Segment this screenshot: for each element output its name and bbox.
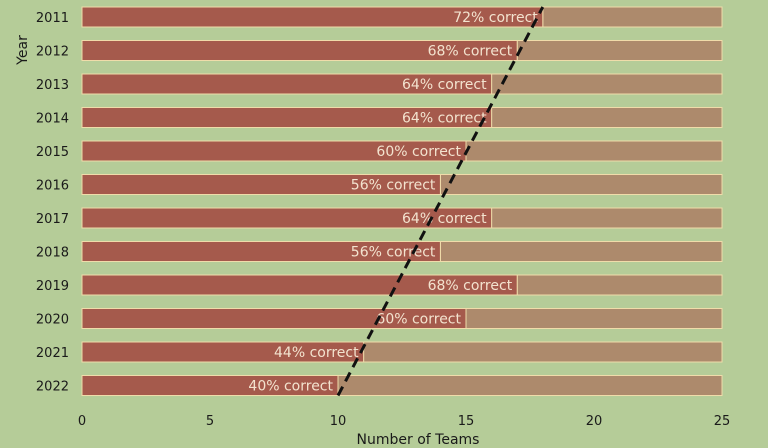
bar-correct-2022 — [81, 375, 339, 396]
bar-correct-2014 — [81, 107, 493, 128]
y-tick-2022: 2022 — [36, 380, 69, 395]
bar-label-2011: 72% correct — [453, 10, 538, 26]
y-tick-2017: 2017 — [36, 212, 69, 227]
bar-remainder-2021 — [363, 341, 723, 363]
bar-remainder-2020 — [465, 308, 723, 329]
y-tick-2020: 2020 — [36, 313, 69, 328]
bar-label-2020: 60% correct — [376, 312, 461, 328]
x-tick-5: 5 — [206, 414, 214, 429]
bar-remainder-2012 — [516, 40, 723, 61]
bar-remainder-2017 — [491, 207, 723, 229]
bar-label-2015: 60% correct — [376, 144, 461, 160]
y-tick-2014: 2014 — [36, 112, 69, 127]
x-tick-0: 0 — [78, 414, 86, 429]
trend-line — [336, 6, 545, 397]
y-tick-2013: 2013 — [36, 78, 69, 93]
y-tick-2019: 2019 — [36, 279, 69, 294]
x-tick-20: 20 — [586, 414, 603, 429]
bar-remainder-2022 — [337, 375, 723, 396]
bar-correct-2013 — [81, 73, 493, 95]
y-axis-title: Year — [15, 35, 31, 66]
bar-correct-2020 — [81, 308, 467, 329]
x-tick-labels: 0 5 10 15 20 25 — [78, 414, 730, 429]
bar-remainder-2018 — [439, 241, 723, 262]
bar-correct-2018 — [81, 241, 441, 262]
bar-label-2022: 40% correct — [248, 379, 333, 395]
bar-remainder-2013 — [491, 73, 723, 95]
bar-label-2016: 56% correct — [351, 178, 436, 194]
bar-remainder-2011 — [542, 6, 723, 28]
bar-label-2012: 68% correct — [428, 44, 513, 60]
bar-remainder-2016 — [439, 174, 723, 195]
y-tick-2016: 2016 — [36, 179, 69, 194]
y-tick-2018: 2018 — [36, 246, 69, 261]
bar-correct-2012 — [81, 40, 518, 61]
bars-group: 72% correct 68% correct 64% correct 64% cor… — [81, 6, 723, 396]
bar-correct-2019 — [81, 274, 518, 296]
x-tick-15: 15 — [458, 414, 475, 429]
bar-remainder-2015 — [465, 140, 723, 162]
bar-label-2017: 64% correct — [402, 211, 487, 227]
y-tick-2011: 2011 — [36, 11, 69, 26]
x-tick-10: 10 — [330, 414, 347, 429]
x-axis-title: Number of Teams — [357, 432, 480, 448]
bar-label-2021: 44% correct — [274, 345, 359, 361]
bar-label-2019: 68% correct — [428, 278, 513, 294]
bar-correct-2016 — [81, 174, 441, 195]
y-tick-labels: 2011 2012 2013 2014 2015 2016 2017 2018 2019 2020… — [36, 11, 69, 395]
y-tick-2021: 2021 — [36, 346, 69, 361]
x-tick-25: 25 — [714, 414, 731, 429]
bar-correct-2021 — [81, 341, 365, 363]
bar-correct-2017 — [81, 207, 493, 229]
bar-remainder-2019 — [516, 274, 723, 296]
y-tick-2015: 2015 — [36, 145, 69, 160]
bar-label-2018: 56% correct — [351, 245, 436, 261]
bar-label-2013: 64% correct — [402, 77, 487, 93]
bar-label-2014: 64% correct — [402, 111, 487, 127]
trend-group — [336, 6, 545, 397]
y-tick-2012: 2012 — [36, 45, 69, 60]
bar-correct-2011 — [81, 6, 544, 28]
bar-remainder-2014 — [491, 107, 723, 128]
